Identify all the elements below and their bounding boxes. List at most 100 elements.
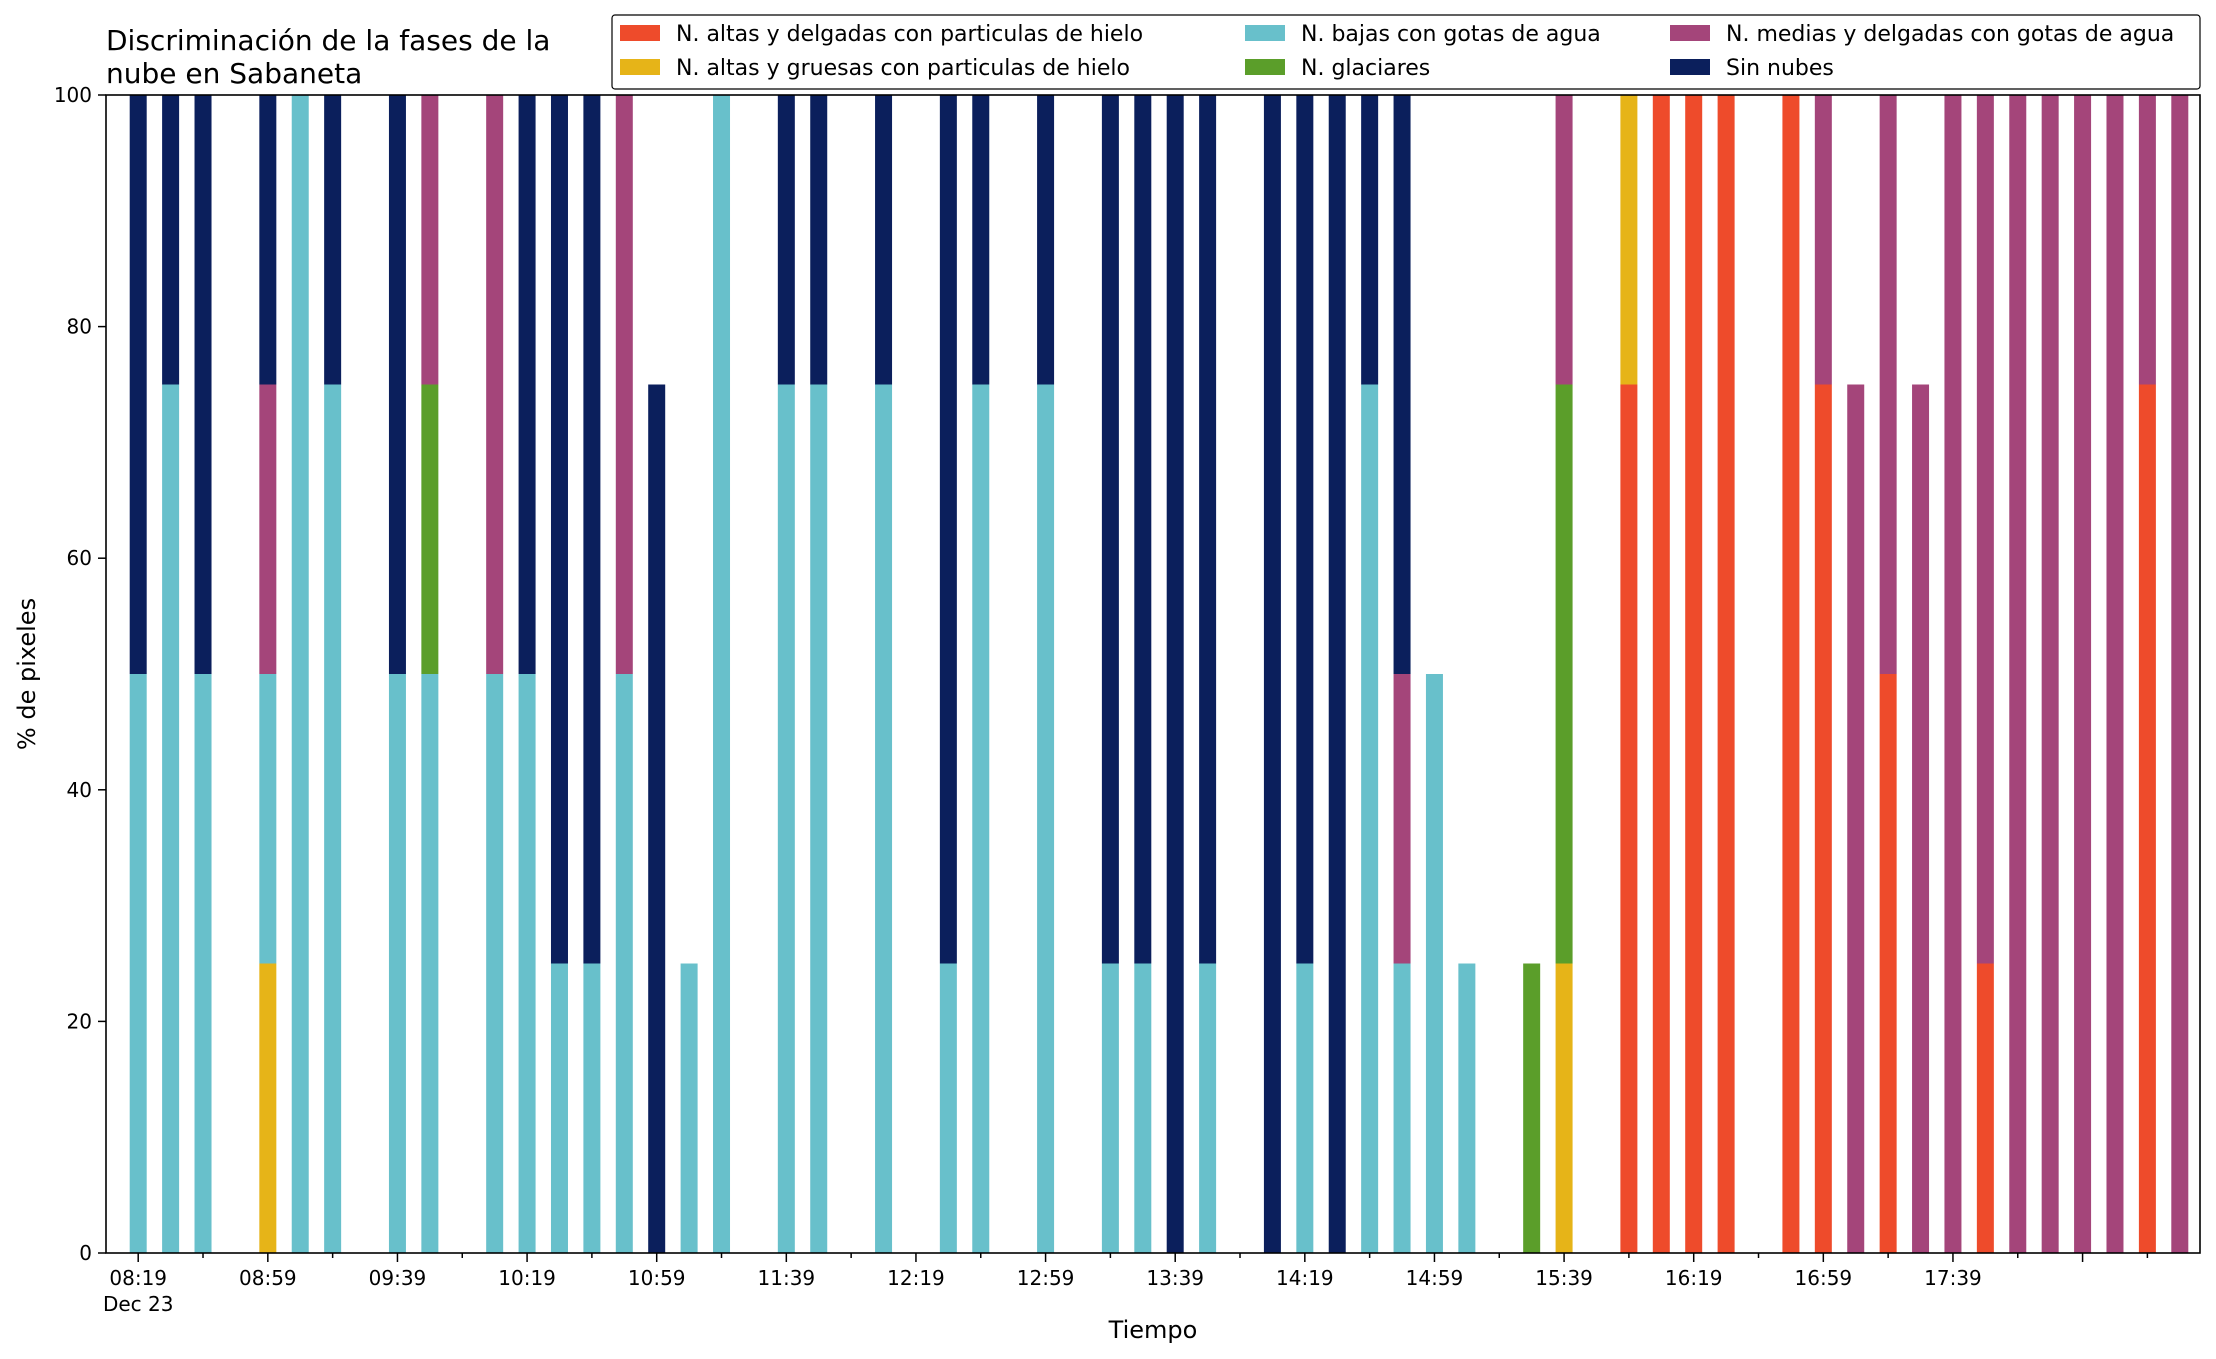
legend-swatch bbox=[1670, 25, 1710, 41]
bar-segment bbox=[583, 963, 601, 1253]
bar-segment bbox=[1620, 384, 1638, 1253]
legend-swatch bbox=[1245, 59, 1285, 75]
bar-segment bbox=[2138, 384, 2156, 1253]
y-tick-label: 20 bbox=[67, 1009, 92, 1033]
bar-segment bbox=[1296, 963, 1314, 1253]
bar-segment bbox=[1393, 963, 1411, 1253]
bar-segment bbox=[129, 674, 147, 1253]
bar-segment bbox=[2009, 95, 2027, 1253]
bar-segment bbox=[1782, 95, 1800, 1253]
legend-swatch bbox=[1245, 25, 1285, 41]
x-tick-label: 08:59 bbox=[239, 1266, 297, 1290]
bar-segment bbox=[1814, 384, 1832, 1253]
x-date-label: Dec 23 bbox=[103, 1292, 174, 1316]
bar-segment bbox=[1976, 95, 1994, 964]
legend-label: N. altas y gruesas con particulas de hie… bbox=[676, 56, 1130, 81]
legend-swatch bbox=[620, 59, 660, 75]
bar-segment bbox=[2106, 95, 2124, 1253]
bar-segment bbox=[1361, 95, 1379, 385]
bar-segment bbox=[2138, 95, 2156, 385]
bar-segment bbox=[1879, 674, 1897, 1253]
x-tick-label: 14:19 bbox=[1276, 1266, 1334, 1290]
bar-segment bbox=[1879, 95, 1897, 674]
bar-segment bbox=[1685, 95, 1703, 1253]
bar-segment bbox=[421, 674, 439, 1253]
bar-segment bbox=[1523, 963, 1541, 1253]
bar-segment bbox=[1555, 384, 1573, 964]
bar-segment bbox=[972, 384, 990, 1253]
bar-segment bbox=[1393, 674, 1411, 964]
bar-segment bbox=[680, 963, 698, 1253]
bar-segment bbox=[648, 384, 666, 1253]
bar-segment bbox=[810, 384, 828, 1253]
x-tick-label: 16:19 bbox=[1665, 1266, 1723, 1290]
bar-segment bbox=[1037, 95, 1055, 385]
bar-segment bbox=[1361, 384, 1379, 1253]
bar-segment bbox=[1166, 95, 1184, 1253]
bar-segment bbox=[1717, 95, 1735, 1253]
bar-segment bbox=[486, 95, 504, 674]
x-tick-label: 12:59 bbox=[1017, 1266, 1075, 1290]
bar-segment bbox=[2171, 95, 2189, 1253]
y-tick-label: 40 bbox=[67, 778, 92, 802]
x-tick-label: 12:19 bbox=[887, 1266, 945, 1290]
legend-label: N. glaciares bbox=[1301, 56, 1430, 81]
legend-swatch bbox=[1670, 59, 1710, 75]
bar-segment bbox=[1101, 95, 1119, 964]
bar-segment bbox=[550, 963, 568, 1253]
legend-swatch bbox=[620, 25, 660, 41]
legend-label: N. bajas con gotas de agua bbox=[1301, 22, 1601, 47]
legend: N. altas y delgadas con particulas de hi… bbox=[611, 14, 2201, 90]
bar-segment bbox=[1199, 963, 1217, 1253]
bar-segment bbox=[939, 95, 957, 964]
bar-segment bbox=[1814, 95, 1832, 385]
bar-segment bbox=[1199, 95, 1217, 964]
y-tick-label: 0 bbox=[79, 1241, 92, 1265]
bar-segment bbox=[194, 674, 212, 1253]
legend-frame bbox=[611, 14, 2201, 90]
bar-segment bbox=[194, 95, 212, 674]
bar-segment bbox=[1263, 95, 1281, 1253]
bar-segment bbox=[777, 384, 795, 1253]
bar-segment bbox=[2041, 95, 2059, 1253]
x-tick-label: 08:19 bbox=[109, 1266, 167, 1290]
x-tick-label: 11:39 bbox=[758, 1266, 816, 1290]
x-tick-label: 15:39 bbox=[1535, 1266, 1593, 1290]
y-axis-label: % de pixeles bbox=[13, 598, 41, 750]
bar-segment bbox=[1555, 95, 1573, 385]
bars-layer bbox=[129, 95, 2189, 1253]
bar-segment bbox=[486, 674, 504, 1253]
y-tick-label: 100 bbox=[54, 83, 92, 107]
bar-segment bbox=[1652, 95, 1670, 1253]
bar-segment bbox=[421, 95, 439, 385]
bar-segment bbox=[1555, 963, 1573, 1253]
bar-segment bbox=[713, 95, 731, 1253]
bar-segment bbox=[1847, 384, 1865, 1253]
bar-segment bbox=[583, 95, 601, 964]
legend-label: N. medias y delgadas con gotas de agua bbox=[1726, 22, 2174, 47]
bar-segment bbox=[324, 95, 342, 385]
y-tick-label: 80 bbox=[67, 315, 92, 339]
bar-segment bbox=[939, 963, 957, 1253]
x-tick-label: 09:39 bbox=[369, 1266, 427, 1290]
bar-segment bbox=[1393, 95, 1411, 674]
legend-label: N. altas y delgadas con particulas de hi… bbox=[676, 22, 1143, 47]
bar-segment bbox=[777, 95, 795, 385]
bar-segment bbox=[972, 95, 990, 385]
bar-segment bbox=[615, 95, 633, 674]
bar-segment bbox=[259, 95, 277, 385]
bar-segment bbox=[259, 963, 277, 1253]
x-tick-label: 13:39 bbox=[1146, 1266, 1204, 1290]
bar-segment bbox=[875, 384, 893, 1253]
legend-label: Sin nubes bbox=[1726, 56, 1834, 81]
bar-segment bbox=[518, 674, 536, 1253]
x-tick-label: 17:39 bbox=[1924, 1266, 1982, 1290]
plot-frame bbox=[105, 94, 2201, 1254]
x-tick-label: 10:19 bbox=[498, 1266, 556, 1290]
bar-segment bbox=[1328, 95, 1346, 1253]
bar-segment bbox=[1101, 963, 1119, 1253]
x-axis: 08:19 08:59 09:39 10:19 10:59 11:39 12:19 12:59… bbox=[103, 1253, 2149, 1316]
bar-segment bbox=[162, 384, 180, 1253]
bar-segment bbox=[1458, 963, 1476, 1253]
bar-segment bbox=[1134, 95, 1152, 964]
